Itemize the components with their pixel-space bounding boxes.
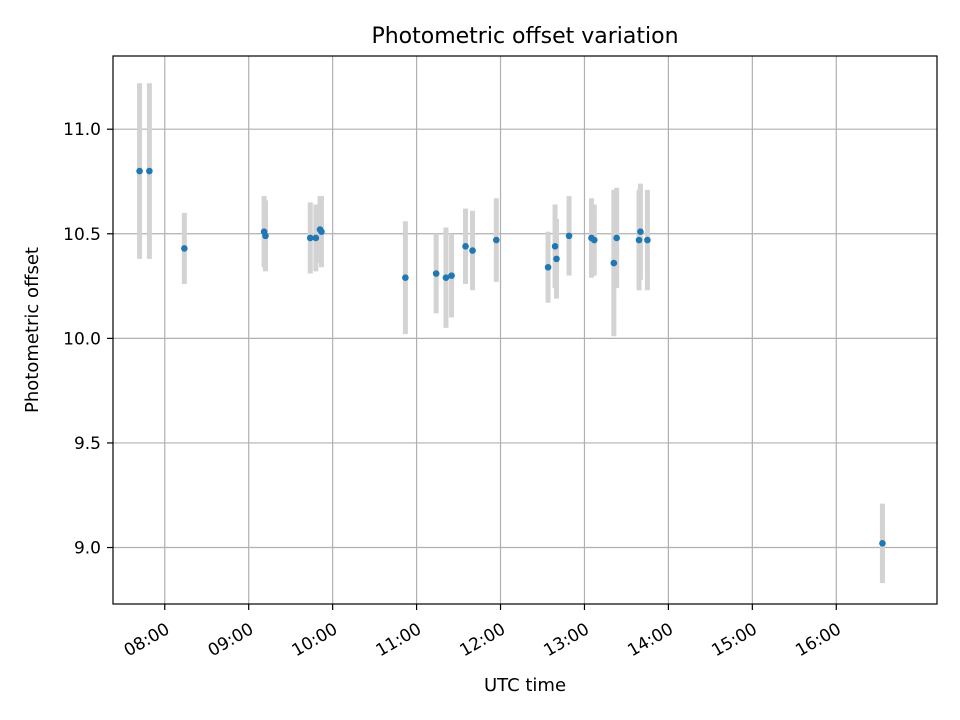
- data-point: [469, 247, 476, 254]
- x-tick-label: 11:00: [373, 619, 425, 661]
- y-tick-label: 9.0: [74, 539, 101, 559]
- data-point: [493, 236, 500, 244]
- data-point: [146, 167, 153, 175]
- data-point: [306, 234, 314, 242]
- plot-frame: [112, 55, 938, 605]
- y-axis-label: Photometric offset: [22, 247, 43, 413]
- error-bars: [137, 83, 885, 584]
- data-point: [637, 228, 644, 235]
- data-point: [136, 167, 143, 175]
- data-point: [402, 274, 409, 282]
- x-tick-label: 13:00: [540, 619, 592, 661]
- y-tick-label: 10.5: [63, 225, 101, 245]
- data-point: [312, 234, 320, 242]
- x-tick-label: 15:00: [708, 619, 760, 661]
- data-point: [590, 236, 598, 244]
- x-tick-label: 08:00: [121, 619, 173, 661]
- x-tick-label: 14:00: [624, 619, 676, 661]
- data-point: [318, 228, 325, 235]
- x-tick-label: 16:00: [792, 619, 844, 661]
- data-point: [553, 255, 560, 263]
- data-points: [136, 167, 886, 547]
- data-point: [879, 540, 886, 547]
- data-point: [432, 270, 440, 277]
- y-tick-label: 11.0: [63, 120, 101, 140]
- data-point: [644, 236, 651, 244]
- data-point: [613, 234, 620, 242]
- y-tick-label: 10.0: [63, 329, 101, 349]
- data-point: [610, 259, 618, 267]
- data-point: [544, 263, 552, 271]
- data-point: [551, 243, 559, 250]
- x-tick-label: 09:00: [205, 619, 257, 661]
- data-point: [442, 274, 450, 282]
- chart-title: Photometric offset variation: [371, 24, 678, 49]
- x-axis-ticks: 08:00 09:00 10:00 11:00 12:00 13:00 14:00 15:00…: [121, 604, 845, 661]
- data-point: [565, 232, 573, 240]
- grid: [113, 56, 937, 604]
- x-tick-label: 12:00: [457, 619, 509, 661]
- x-axis-label: UTC time: [484, 675, 566, 696]
- data-point: [181, 245, 188, 252]
- data-point: [448, 272, 455, 279]
- data-point: [462, 243, 469, 250]
- y-tick-label: 9.5: [74, 434, 101, 454]
- x-tick-label: 10:00: [289, 619, 341, 661]
- data-point: [262, 232, 269, 240]
- y-axis-ticks: 9.0 9.5 10.0 10.5 11.0: [63, 120, 113, 559]
- data-point: [635, 236, 643, 244]
